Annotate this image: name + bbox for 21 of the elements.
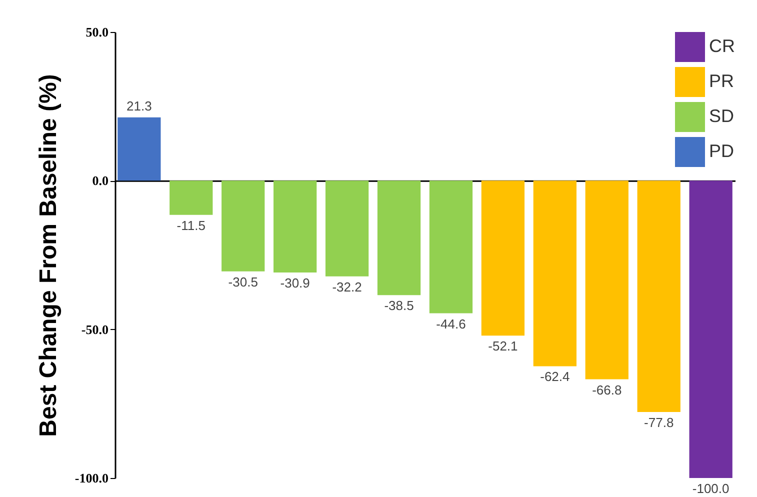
data-label: -30.5	[228, 274, 258, 290]
data-label: -11.5	[176, 218, 206, 233]
legend-label: PD	[709, 141, 734, 161]
data-label: -30.9	[280, 276, 310, 291]
legend-label: PR	[709, 71, 734, 91]
data-label: -32.2	[332, 279, 362, 294]
y-tick-label: -100.0	[74, 470, 108, 486]
y-tick-label: 0.0	[92, 173, 108, 188]
data-label: -44.6	[436, 316, 466, 332]
data-label: -77.8	[644, 414, 674, 430]
data-label: -38.5	[384, 298, 414, 314]
data-label: -66.8	[592, 382, 622, 398]
y-axis-title: Best Change From Baseline (%)	[34, 74, 62, 437]
legend-label: SD	[709, 106, 734, 126]
y-tick-label: -50.0	[81, 322, 108, 337]
legend-label: CR	[709, 36, 735, 56]
y-tick-label: 50.0	[86, 24, 108, 40]
data-label: -62.4	[540, 369, 570, 384]
data-label: -100.0	[692, 481, 730, 496]
data-label: -52.1	[488, 338, 518, 354]
data-label: 21.3	[126, 98, 152, 114]
